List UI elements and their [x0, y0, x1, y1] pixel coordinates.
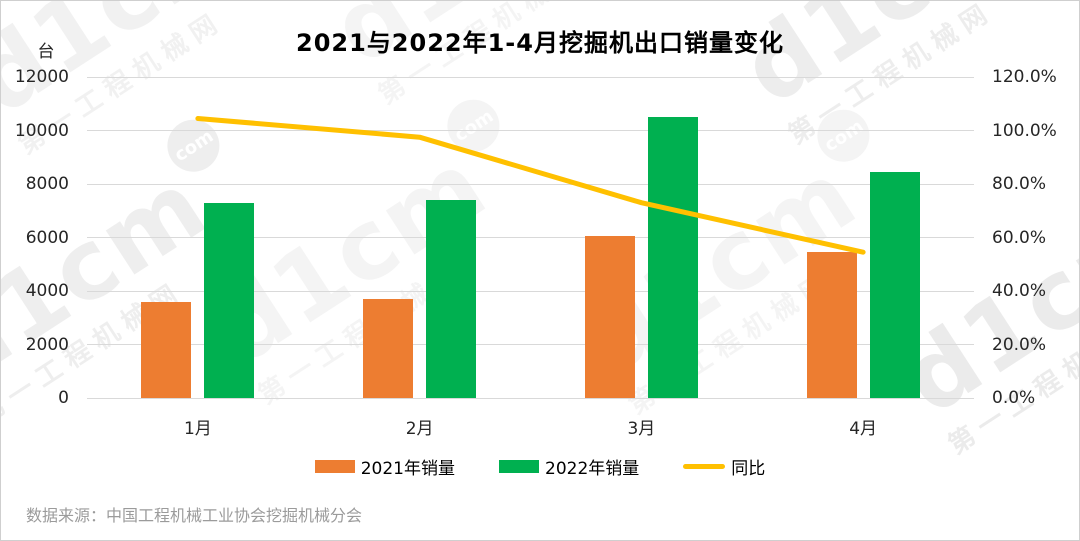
bar-2021年销量-4月 [806, 252, 857, 398]
legend-label-2022: 2022年销量 [545, 459, 640, 479]
bar-2021年销量-2月 [363, 299, 414, 398]
left-axis-tick-label: 6000 [25, 227, 69, 248]
right-axis-tick-label: 60.0% [992, 227, 1047, 248]
gridline [87, 76, 974, 78]
legend-line-swatch-yoy [683, 464, 726, 469]
left-axis-tick-label: 4000 [25, 281, 69, 301]
watermark-com-badge: com [437, 89, 510, 162]
gridline [87, 130, 974, 131]
gridline [87, 344, 974, 345]
bar-2022年销量-1月 [204, 202, 255, 398]
x-axis-label-4月: 4月 [849, 419, 878, 439]
x-axis-label-3月: 3月 [627, 419, 656, 439]
legend-swatch-2022 [499, 460, 539, 473]
x-axis-label-2月: 2月 [405, 419, 434, 439]
left-axis-tick-label: 12000 [14, 67, 69, 87]
right-axis-tick-label: 80.0% [992, 174, 1047, 194]
legend-label-yoy: 同比 [731, 459, 766, 479]
left-axis-tick-label: 2000 [25, 334, 69, 355]
right-axis-tick-label: 40.0% [992, 281, 1047, 301]
chart-title: 2021与2022年1-4月挖掘机出口销量变化 [296, 29, 784, 57]
left-axis-unit-label: 台 [37, 42, 55, 62]
bar-2022年销量-3月 [647, 117, 698, 398]
watermark-com-badge: com [157, 109, 230, 182]
right-axis-tick-label: 100.0% [992, 120, 1057, 141]
chart-legend: 2021年销量 2022年销量 同比 [1, 454, 1079, 479]
bar-2022年销量-4月 [869, 171, 920, 398]
bar-2022年销量-2月 [426, 200, 477, 398]
gridline [87, 397, 974, 399]
gridline [87, 183, 974, 185]
legend-item-2021-sales: 2021年销量 [314, 454, 455, 479]
left-axis-tick-label: 8000 [25, 174, 69, 194]
bar-2021年销量-1月 [141, 301, 192, 398]
watermark-logo: d1cm [0, 0, 266, 137]
x-axis-label-1月: 1月 [183, 419, 212, 439]
legend-item-2022-sales: 2022年销量 [499, 454, 639, 479]
legend-swatch-2021 [314, 460, 355, 473]
left-axis-tick-label: 10000 [14, 120, 69, 141]
yoy-line [195, 116, 866, 255]
legend-item-yoy: 同比 [683, 454, 765, 479]
source-note: 数据来源：中国工程机械工业协会挖掘机械分会 [26, 506, 363, 525]
legend-label-2021: 2021年销量 [360, 459, 455, 479]
right-axis-tick-label: 120.0% [992, 67, 1057, 87]
watermark-com-badge: com [807, 99, 880, 172]
gridline [87, 290, 974, 292]
left-axis-tick-label: 0 [58, 388, 69, 408]
right-axis-tick-label: 20.0% [992, 334, 1047, 355]
bar-2021年销量-3月 [584, 236, 635, 398]
right-axis-tick-label: 0.0% [992, 388, 1036, 408]
